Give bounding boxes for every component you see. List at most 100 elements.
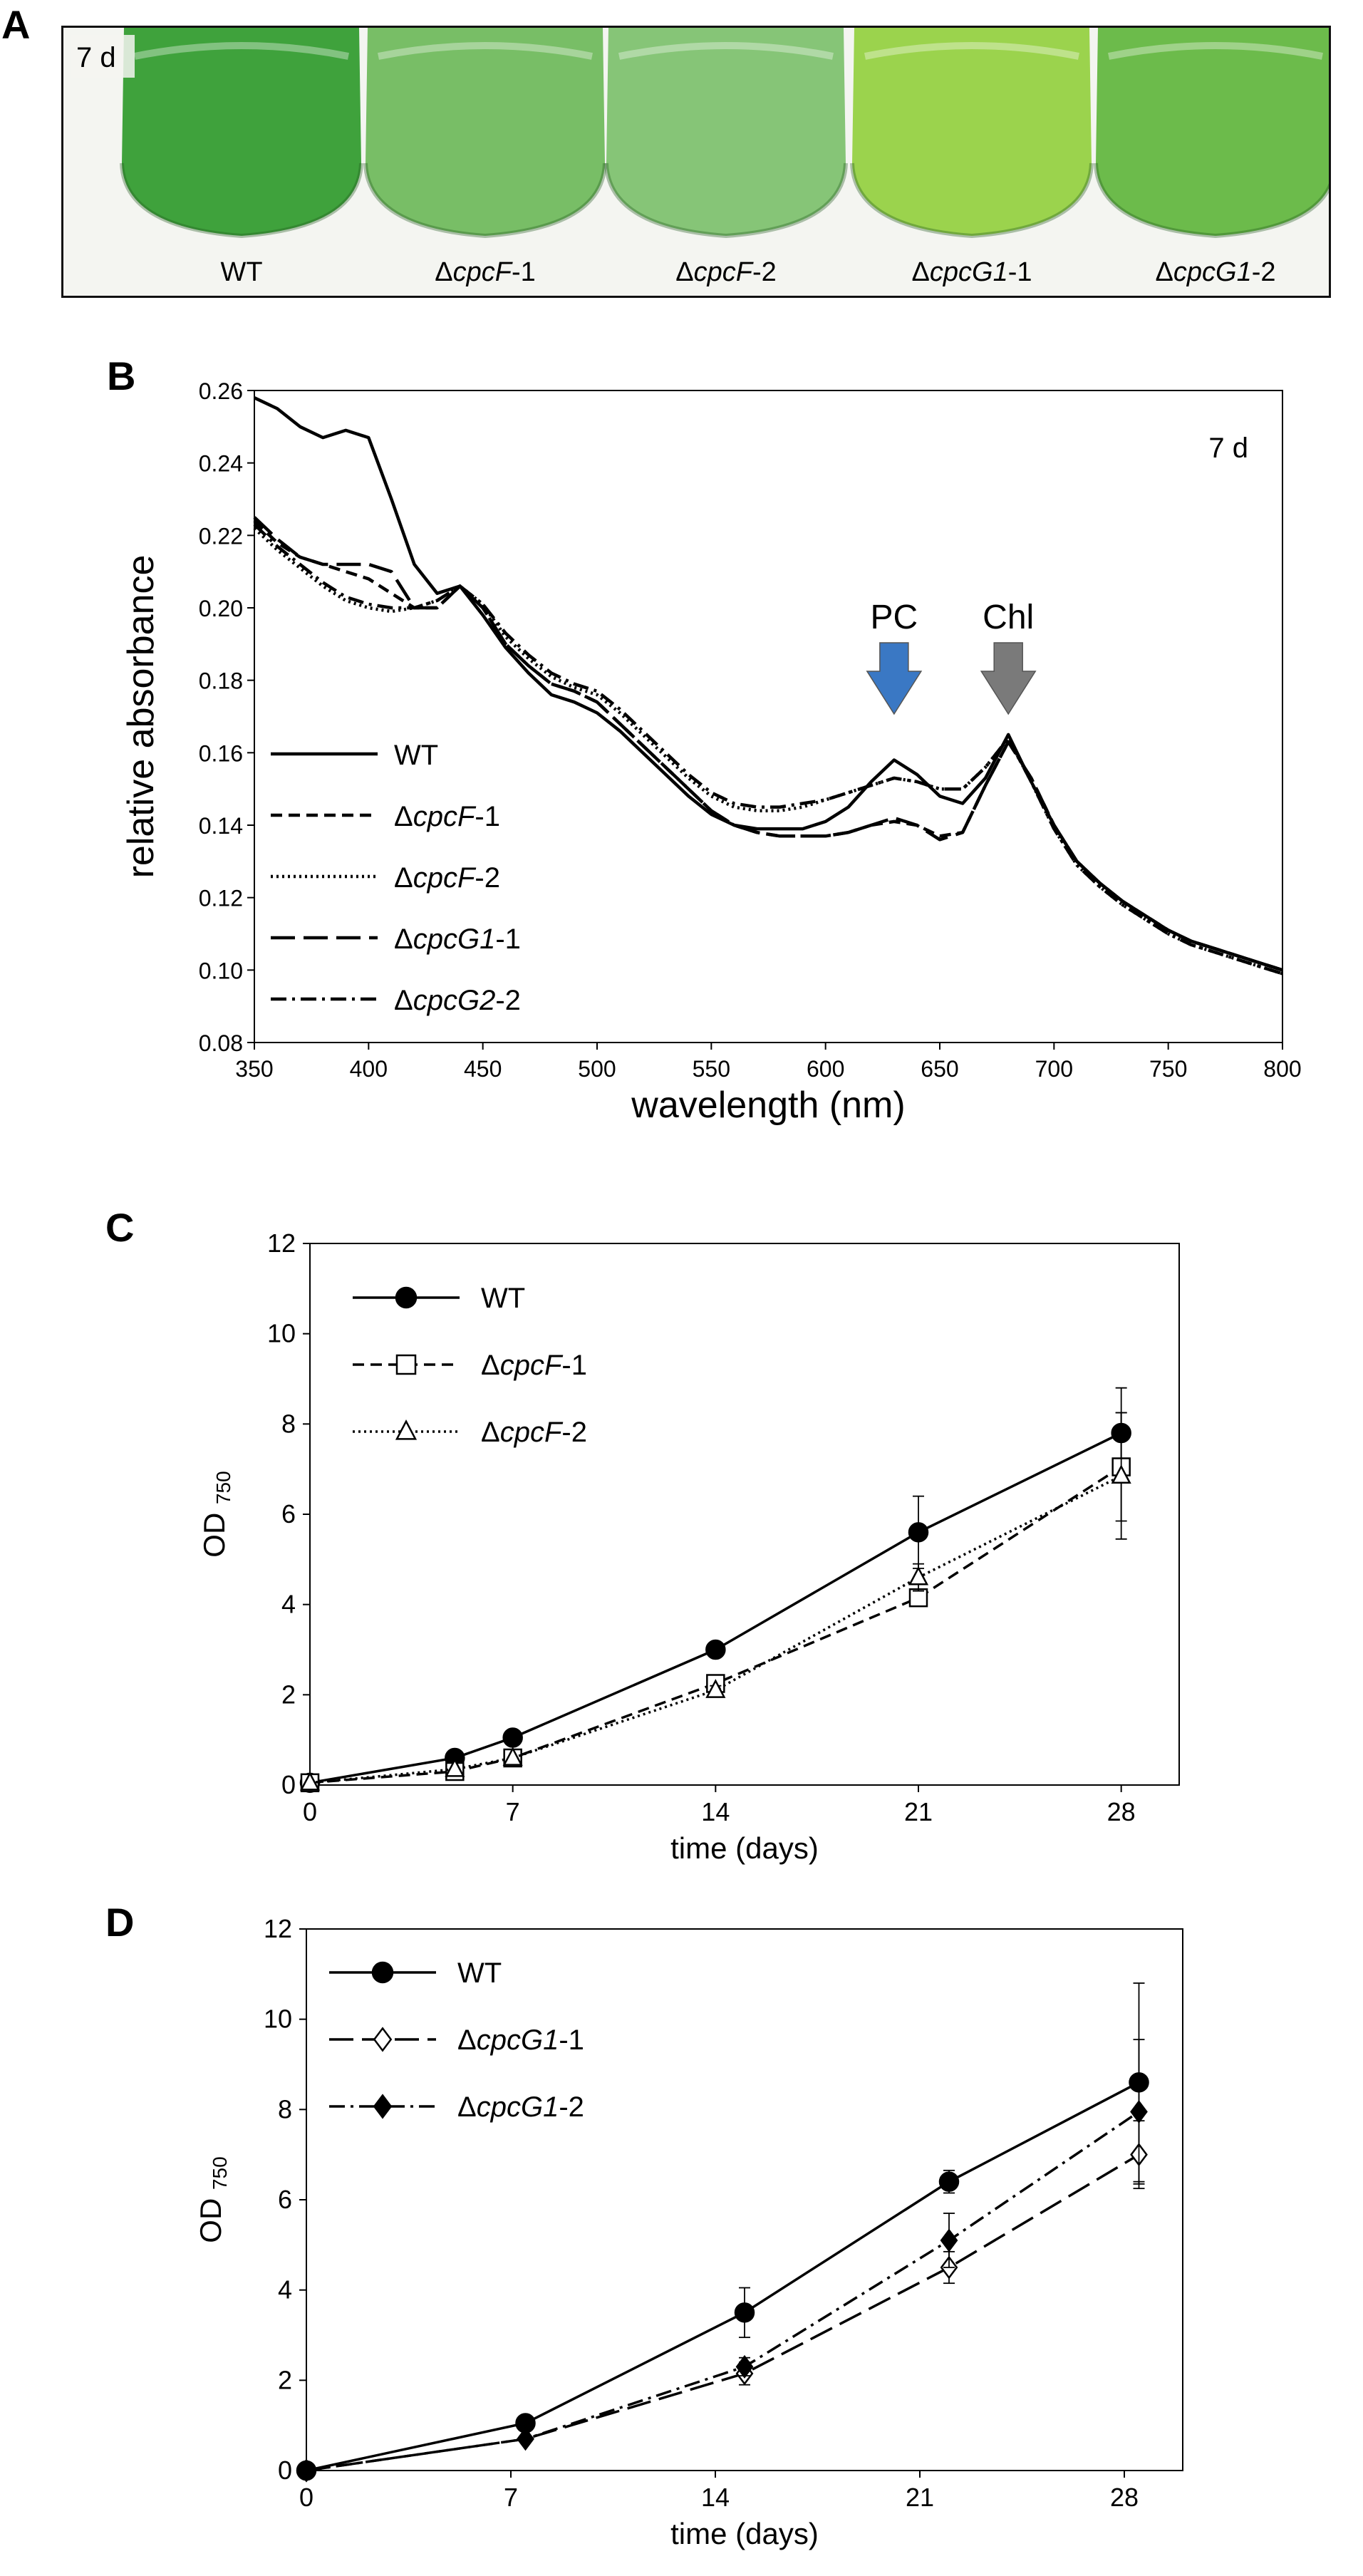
- y-tick-label: 4: [278, 2275, 292, 2305]
- label-part: -1: [512, 257, 536, 287]
- label-part: WT: [394, 740, 438, 771]
- x-tick-label: 28: [1110, 2483, 1139, 2512]
- data-point: [445, 1757, 465, 1777]
- label-part: cpcF: [453, 257, 513, 287]
- flask-culture: [606, 28, 846, 236]
- label-part: -2: [752, 257, 777, 287]
- y-tick-label: 0.12: [199, 886, 243, 911]
- y-tick-label: 0.08: [199, 1030, 243, 1056]
- legend-label: ΔcpcG2-2: [394, 985, 521, 1016]
- y-tick-label: 12: [267, 1228, 296, 1258]
- panel-letter-b: B: [107, 353, 136, 398]
- data-point: [502, 1727, 523, 1748]
- flask-5: ΔcpcG1-2: [1094, 28, 1329, 287]
- x-axis-label: time (days): [670, 1831, 819, 1865]
- series-line: [309, 1474, 1122, 1784]
- legend-marker: [373, 2094, 393, 2119]
- y-tick-label: 0.22: [199, 523, 243, 549]
- legend-label: ΔcpcF-2: [394, 862, 500, 894]
- x-tick-label: 500: [578, 1056, 616, 1082]
- y-tick-label: 0.14: [199, 813, 243, 839]
- legend-label: ΔcpcG1-2: [457, 2091, 584, 2123]
- day-label: 7 d: [76, 42, 116, 73]
- flask-label: ΔcpcF-2: [675, 257, 777, 287]
- legend-label: ΔcpcF-1: [481, 1350, 587, 1381]
- flask-highlight: [864, 42, 1079, 60]
- day-label-bg: [71, 35, 135, 78]
- legend-label: ΔcpcF-2: [481, 1417, 587, 1448]
- label-part: -1: [559, 2024, 584, 2056]
- absorbance-spectrum-chart: 0.08 0.10 0.12 0.14 0.16 0.18 0.20 0.22 0.24 0.26…: [120, 378, 1302, 1126]
- y-axis-label-sub: 750: [212, 1471, 234, 1504]
- label-part: -2: [495, 985, 521, 1016]
- series-3: [299, 1412, 1131, 1791]
- y-tick-label: 6: [278, 2185, 292, 2214]
- label-part: cpcF: [413, 862, 477, 894]
- label-part: cpcG1: [477, 2024, 559, 2056]
- flask-highlight: [378, 42, 593, 60]
- y-tick-label: 0.18: [199, 668, 243, 694]
- series-3: [297, 2039, 1148, 2483]
- y-tick-label: 12: [264, 1914, 292, 1943]
- data-point: [297, 2458, 316, 2483]
- data-point: [705, 1679, 726, 1698]
- data-point: [940, 2228, 958, 2252]
- x-tick-label: 800: [1263, 1056, 1301, 1082]
- x-tick-label: 28: [1107, 1797, 1136, 1826]
- series-line: [309, 1466, 1122, 1784]
- x-tick-label: 0: [299, 2483, 313, 2512]
- flask-photo-drawing: WT ΔcpcF-1 ΔcpcF-2 ΔcpcG1-1 ΔcpcG1-27 d: [63, 28, 1329, 296]
- legend-label: ΔcpcG1-1: [394, 924, 521, 955]
- arrow-label: PC: [871, 599, 918, 636]
- flask-culture: [122, 28, 361, 236]
- legend-label: ΔcpcG1-1: [457, 2024, 584, 2056]
- x-axis-label: wavelength (nm): [631, 1085, 905, 1126]
- series-line-4: [253, 516, 1283, 972]
- y-tick-label: 2: [281, 1680, 296, 1709]
- x-tick-label: 350: [235, 1056, 273, 1082]
- series-1: [296, 1982, 1149, 2481]
- label-part: cpcG1: [1173, 257, 1252, 287]
- growth-curve-chart-d: 0 2 4 6 8 10 12 0 7 14 21 28 time (days) OD 750 WT Δcpc…: [194, 1914, 1183, 2550]
- arrow-label: Chl: [983, 599, 1034, 636]
- y-tick-label: 0.20: [199, 596, 243, 621]
- flask-shadow: [604, 162, 848, 239]
- legend-label: WT: [457, 1957, 502, 1989]
- label-part: -2: [559, 2091, 584, 2123]
- label-part: -1: [561, 1350, 587, 1381]
- label-part: WT: [220, 257, 262, 287]
- flask-culture: [1096, 28, 1329, 236]
- label-part: WT: [481, 1283, 525, 1314]
- y-tick-label: 0.24: [199, 451, 243, 477]
- label-part: cpcF: [500, 1350, 564, 1381]
- legend-label: WT: [394, 740, 438, 771]
- data-point: [705, 1639, 726, 1660]
- label-part: Δ: [911, 257, 929, 287]
- y-tick-label: 2: [278, 2365, 292, 2394]
- data-point: [735, 2354, 754, 2379]
- y-tick-label: 0.10: [199, 958, 243, 983]
- series-1: [299, 1387, 1131, 1794]
- y-axis-label-main: OD: [194, 2190, 227, 2243]
- x-tick-label: 550: [693, 1056, 730, 1082]
- y-axis-label: OD 750: [197, 1471, 234, 1557]
- flask-shadow: [363, 162, 607, 239]
- y-tick-label: 0: [281, 1770, 296, 1799]
- arrow-chl: Chl: [980, 599, 1037, 715]
- arrow-shape: [980, 642, 1037, 715]
- x-tick-label: 650: [921, 1056, 958, 1082]
- legend-label: WT: [481, 1283, 525, 1314]
- flask-shadow: [1094, 162, 1329, 239]
- flask-label: ΔcpcG1-1: [911, 257, 1032, 287]
- panel-letter-a: A: [1, 2, 31, 47]
- growth-curve-chart-c: 0 2 4 6 8 10 12 0 7 14 21 28 time (days) OD 750 WT Δcpc…: [197, 1228, 1180, 1865]
- x-tick-label: 21: [906, 2483, 934, 2512]
- y-tick-label: 10: [264, 2005, 292, 2034]
- label-part: cpcF: [694, 257, 754, 287]
- data-point: [908, 1588, 928, 1608]
- series-line: [306, 2111, 1140, 2472]
- series-line-5: [253, 523, 1283, 976]
- flask-label: ΔcpcF-1: [435, 257, 536, 287]
- flask-label: WT: [220, 257, 262, 287]
- x-tick-label: 400: [350, 1056, 388, 1082]
